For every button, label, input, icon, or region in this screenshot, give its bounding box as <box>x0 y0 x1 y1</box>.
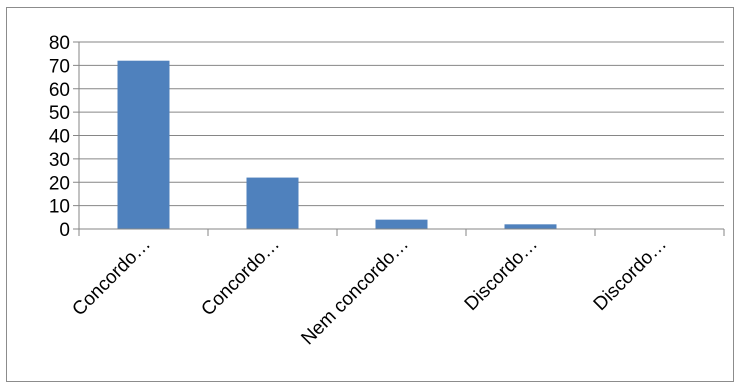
y-tick-label: 30 <box>49 150 70 171</box>
y-tick-label: 10 <box>49 197 70 218</box>
gridlines <box>79 41 724 207</box>
bar <box>375 219 428 229</box>
axes <box>73 41 725 236</box>
bar <box>504 224 557 229</box>
y-tick-label: 50 <box>49 103 70 124</box>
bars <box>117 60 557 230</box>
y-tick-label: 20 <box>49 173 70 194</box>
y-tick-label: 70 <box>49 56 70 77</box>
bar <box>246 177 299 229</box>
y-tick-label: 60 <box>49 80 70 101</box>
y-tick-label: 0 <box>59 220 70 241</box>
y-tick-label: 80 <box>49 33 70 54</box>
x-category-label: Nem concordo… <box>297 234 413 350</box>
y-tick-label: 40 <box>49 127 70 148</box>
x-category-label: Discordo… <box>461 234 542 315</box>
x-category-label: Discordo… <box>590 234 671 315</box>
x-category-label: Concordo… <box>197 234 284 321</box>
bar <box>117 60 170 230</box>
x-category-label: Concordo… <box>68 234 155 321</box>
